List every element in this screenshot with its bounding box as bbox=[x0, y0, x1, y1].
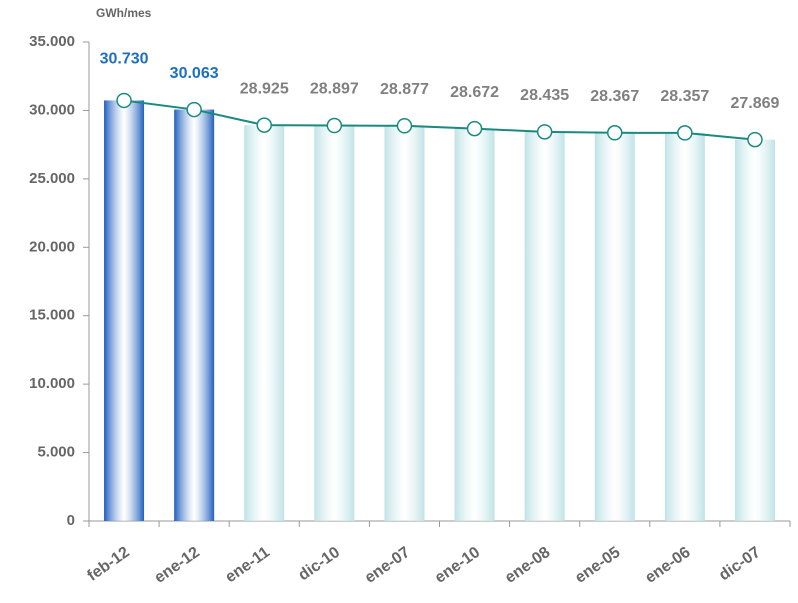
y-tick-label: 0 bbox=[67, 512, 75, 529]
bar bbox=[735, 140, 775, 521]
bar bbox=[174, 110, 214, 521]
x-tick-label: dic-10 bbox=[295, 544, 343, 585]
y-tick-label: 30.000 bbox=[29, 101, 75, 118]
line-marker bbox=[608, 126, 622, 140]
x-tick-label: ene-10 bbox=[432, 544, 483, 587]
line-marker bbox=[397, 119, 411, 133]
line-marker bbox=[748, 133, 762, 147]
value-label: 28.357 bbox=[660, 88, 709, 105]
bar bbox=[665, 133, 705, 521]
y-tick-label: 20.000 bbox=[29, 238, 75, 255]
x-tick-label: ene-11 bbox=[222, 544, 273, 587]
y-tick-label: 35.000 bbox=[29, 33, 75, 50]
value-label: 28.897 bbox=[310, 81, 359, 98]
line-marker bbox=[117, 93, 131, 107]
value-label: 28.672 bbox=[450, 84, 499, 101]
line-marker bbox=[678, 126, 692, 140]
value-label: 28.925 bbox=[240, 80, 289, 97]
y-axis-unit: GWh/mes bbox=[96, 6, 152, 20]
bar bbox=[244, 125, 284, 521]
line-marker bbox=[468, 122, 482, 136]
line-marker bbox=[538, 125, 552, 139]
y-tick-label: 5.000 bbox=[37, 444, 75, 461]
x-tick-label: ene-06 bbox=[642, 544, 693, 587]
bar bbox=[525, 132, 565, 521]
x-tick-label: ene-05 bbox=[572, 544, 623, 587]
line-marker bbox=[327, 119, 341, 133]
x-tick-label: ene-08 bbox=[502, 544, 553, 587]
bar bbox=[595, 133, 635, 521]
y-tick-label: 15.000 bbox=[29, 307, 75, 324]
line-marker bbox=[257, 118, 271, 132]
line-marker bbox=[187, 103, 201, 117]
trend-line bbox=[124, 100, 755, 139]
bar bbox=[104, 100, 144, 521]
value-label: 28.367 bbox=[590, 88, 639, 105]
bar bbox=[455, 129, 495, 521]
value-label: 28.435 bbox=[520, 87, 569, 104]
x-tick-label: ene-12 bbox=[152, 544, 203, 587]
x-tick-label: feb-12 bbox=[84, 544, 132, 585]
value-label: 28.877 bbox=[380, 81, 429, 98]
y-tick-label: 10.000 bbox=[29, 375, 75, 392]
value-label: 30.730 bbox=[100, 51, 149, 68]
x-tick-label: ene-07 bbox=[362, 544, 413, 587]
bar bbox=[314, 126, 354, 521]
x-tick-label: dic-07 bbox=[716, 544, 764, 585]
y-tick-label: 25.000 bbox=[29, 170, 75, 187]
chart: GWh/mes 0 5.000 10.000 15.000 20.000 25.000 30… bbox=[0, 0, 798, 603]
value-label: 30.063 bbox=[170, 65, 219, 82]
value-label: 27.869 bbox=[730, 95, 779, 112]
bar bbox=[384, 126, 424, 521]
